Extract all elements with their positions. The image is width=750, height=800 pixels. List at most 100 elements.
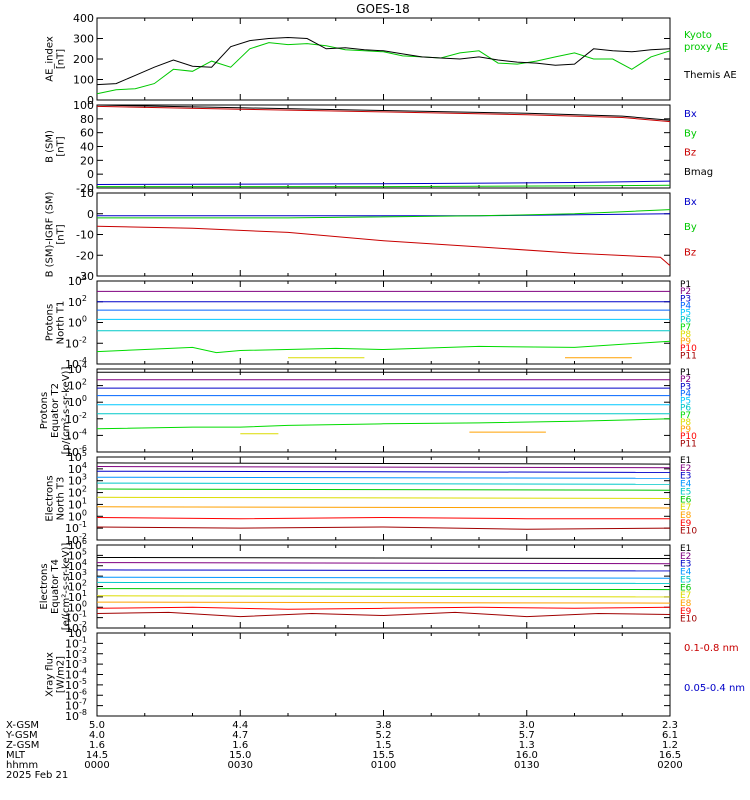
x-axis-date: 2025 Feb 21 (6, 770, 68, 781)
x-axis-value: 0100 (371, 760, 396, 771)
y-tick-base: 10 (68, 475, 82, 488)
legend-p7: P7 (680, 323, 691, 333)
series-bz (96, 225, 671, 266)
y-tick-label: 102 (68, 294, 87, 309)
y-tick-base: 10 (68, 396, 82, 409)
y-axis-title: B (SM) (45, 130, 56, 163)
y-tick-label: 100 (73, 99, 94, 112)
x-axis-value: 4.7 (232, 730, 248, 741)
y-tick-exponent: -2 (79, 532, 87, 541)
legend-p1: P1 (680, 280, 691, 290)
x-axis-value: 6.1 (662, 730, 678, 741)
y-tick-label: 10-1 (65, 635, 87, 650)
y-tick-base: 10 (65, 689, 79, 702)
y-tick-exponent: -2 (79, 335, 87, 344)
y-tick-base: 10 (65, 658, 79, 671)
y-tick-exponent: 2 (82, 579, 87, 588)
y-tick-label: 101 (68, 496, 87, 511)
y-axis-title: North T1 (56, 301, 67, 345)
y-tick-base: 10 (68, 498, 82, 511)
y-tick-base: 10 (65, 337, 79, 350)
y-tick-label: 0 (87, 168, 94, 181)
series-e7 (96, 595, 671, 598)
y-tick-base: 10 (68, 601, 82, 614)
y-tick-label: 106 (68, 537, 87, 552)
legend-bx: Bx (684, 197, 697, 208)
legend-kyoto: Kyoto (684, 30, 712, 41)
legend-p10: P10 (680, 344, 697, 354)
legend-e9: E9 (680, 519, 692, 529)
x-axis-row-label: hhmm (6, 760, 38, 771)
legend-p6: P6 (680, 404, 691, 414)
series-e7 (96, 496, 671, 499)
y-axis-title: [nT] (56, 49, 67, 69)
legend-e9: E9 (680, 607, 692, 617)
y-tick-exponent: -1 (79, 520, 87, 529)
y-tick-exponent: 1 (82, 496, 87, 505)
legend-p10: P10 (680, 432, 697, 442)
y-tick-base: 10 (68, 591, 82, 604)
x-axis-value: 1.2 (662, 740, 678, 751)
x-axis-value: 3.8 (376, 720, 392, 731)
series-e3 (96, 569, 671, 572)
y-tick-label: 104 (68, 273, 87, 288)
y-tick-base: 10 (68, 463, 82, 476)
legend-e2: E2 (680, 464, 691, 474)
y-tick-label: 200 (73, 53, 94, 66)
series-themis-ae (96, 36, 671, 86)
x-axis-value: 14.5 (86, 750, 108, 761)
y-tick-exponent: -2 (79, 411, 87, 420)
y-tick-base: 10 (65, 612, 79, 625)
legend-p2: P2 (680, 287, 691, 297)
series-e8 (96, 601, 671, 604)
y-axis-title: Xray flux (45, 652, 56, 697)
x-axis-row-label: Z-GSM (6, 740, 39, 751)
y-tick-label: 100 (68, 508, 87, 523)
y-tick-exponent: 0 (82, 625, 87, 634)
legend-e6: E6 (680, 583, 692, 593)
legend-p5: P5 (680, 397, 691, 407)
y-tick-exponent: 4 (82, 273, 87, 282)
y-tick-exponent: -6 (79, 687, 87, 696)
y-axis-title: Electrons (39, 563, 50, 609)
y-tick-label: -10 (76, 229, 94, 242)
legend-0-1-0-8-nm: 0.1-0.8 nm (684, 643, 739, 654)
series-e2 (96, 466, 671, 469)
y-tick-base: 10 (68, 510, 82, 523)
y-tick-base: 10 (65, 637, 79, 650)
x-axis-value: 1.6 (232, 740, 248, 751)
x-axis-value: 15.5 (372, 750, 394, 761)
legend-e2: E2 (680, 552, 691, 562)
y-tick-base: 10 (65, 710, 79, 723)
y-tick-label: 10-4 (65, 427, 87, 442)
y-tick-exponent: 2 (82, 378, 87, 387)
series-bx (97, 213, 671, 217)
legend-e4: E4 (680, 568, 692, 578)
y-tick-exponent: -5 (79, 677, 87, 686)
y-tick-label: -20 (76, 182, 94, 195)
y-tick-base: 10 (68, 560, 82, 573)
y-tick-base: 10 (68, 549, 82, 562)
y-tick-label: 10-8 (65, 708, 87, 723)
y-tick-label: 10-2 (65, 646, 87, 661)
x-axis-value: 0130 (514, 760, 539, 771)
series-e2 (96, 562, 671, 565)
series-e9 (96, 606, 671, 610)
legend-bmag: Bmag (684, 167, 713, 178)
series-kyoto (96, 42, 671, 95)
legend-e5: E5 (680, 487, 691, 497)
legend-p5: P5 (680, 309, 691, 319)
y-tick-exponent: -7 (79, 698, 87, 707)
y-tick-exponent: 4 (82, 558, 87, 567)
y-tick-label: -20 (76, 249, 94, 262)
legend-p6: P6 (680, 316, 691, 326)
y-tick-base: 10 (68, 275, 82, 288)
legend-0-05-0-4-nm: 0.05-0.4 nm (684, 683, 745, 694)
legend-bx: Bx (684, 109, 697, 120)
y-tick-exponent: 0 (82, 394, 87, 403)
legend-e3: E3 (680, 472, 691, 482)
y-tick-label: 100 (68, 599, 87, 614)
y-tick-base: 10 (68, 487, 82, 500)
